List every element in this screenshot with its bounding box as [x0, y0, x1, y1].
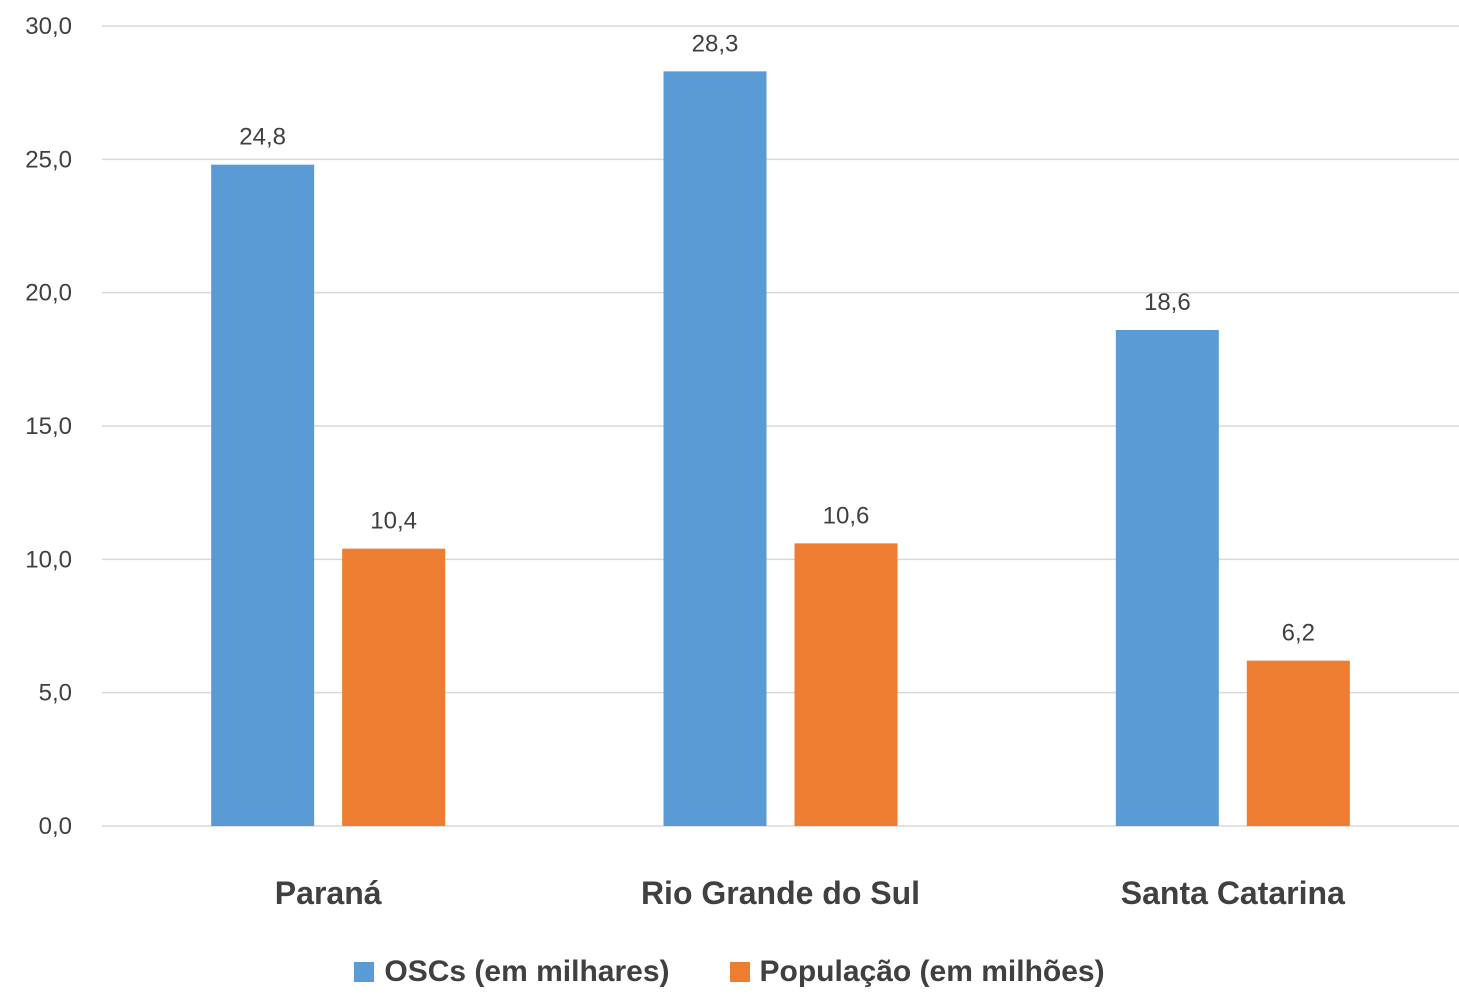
y-tick-label: 20,0	[25, 280, 72, 307]
y-tick-label: 25,0	[25, 146, 72, 173]
legend: OSCs (em milhares) População (em milhões…	[0, 950, 1459, 994]
data-label: 6,2	[1282, 620, 1315, 647]
y-tick-label: 15,0	[25, 413, 72, 440]
data-label: 10,6	[823, 502, 870, 529]
data-label: 28,3	[692, 30, 739, 57]
legend-swatch-populacao	[729, 962, 750, 982]
gridlines	[102, 25, 1459, 827]
y-tick-label: 10,0	[25, 546, 72, 573]
x-axis: Paraná Rio Grande do Sul Santa Catarina	[275, 875, 1345, 911]
x-tick-label: Santa Catarina	[1121, 875, 1345, 911]
x-tick-label: Paraná	[275, 875, 382, 911]
bar	[211, 164, 315, 826]
bar-chart: 0,0 5,0 10,0 15,0 20,0 25,0 30,0 24,8 10,4 28,3 1…	[25, 13, 1459, 911]
bar	[1246, 660, 1350, 826]
x-tick-label: Rio Grande do Sul	[641, 875, 920, 911]
legend-item-populacao: População (em milhões)	[729, 955, 1105, 989]
data-label: 24,8	[239, 124, 286, 151]
data-label: 10,4	[370, 508, 417, 535]
y-tick-label: 30,0	[25, 13, 72, 40]
legend-swatch-oscs	[354, 962, 375, 982]
data-label: 18,6	[1144, 289, 1191, 316]
data-labels: 24,8 10,4 28,3 10,6 18,6 6,2	[239, 30, 1315, 646]
legend-item-oscs: OSCs (em milhares)	[354, 955, 670, 989]
legend-label-oscs: OSCs (em milhares)	[384, 955, 670, 988]
y-tick-label: 0,0	[39, 813, 72, 840]
bar	[794, 543, 898, 826]
y-axis: 0,0 5,0 10,0 15,0 20,0 25,0 30,0	[25, 13, 72, 840]
bars	[211, 71, 1350, 827]
bar	[663, 71, 767, 827]
y-tick-label: 5,0	[39, 680, 72, 707]
bar	[1115, 330, 1219, 826]
legend-label-populacao: População (em milhões)	[759, 955, 1105, 988]
bar	[342, 548, 446, 826]
